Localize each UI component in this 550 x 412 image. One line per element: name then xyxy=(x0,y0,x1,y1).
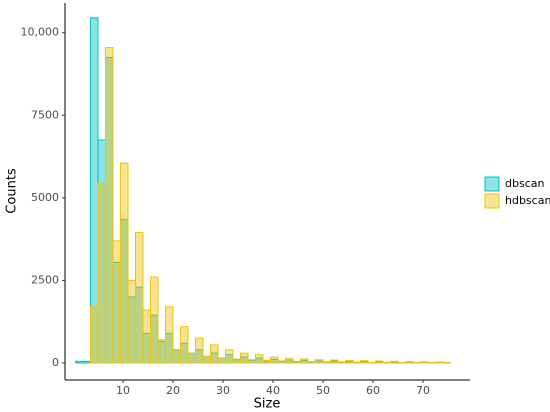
bar xyxy=(292,360,301,364)
bar xyxy=(195,337,204,364)
bar xyxy=(150,276,159,364)
bar xyxy=(375,360,384,364)
bar xyxy=(135,232,144,364)
x-tick-label: 50 xyxy=(316,384,330,397)
y-tick-label: 10,000 xyxy=(21,26,60,39)
bar xyxy=(157,339,166,364)
bar xyxy=(172,349,181,364)
legend-label: hdbscan xyxy=(505,194,550,207)
bar xyxy=(127,279,136,364)
bar xyxy=(120,162,129,364)
bar xyxy=(82,360,91,364)
legend-key xyxy=(484,193,500,209)
bar xyxy=(390,360,399,364)
bar xyxy=(322,361,331,364)
bar xyxy=(75,360,84,364)
bar xyxy=(382,361,391,364)
x-tick-label: 10 xyxy=(116,384,130,397)
bar xyxy=(180,326,189,364)
bar xyxy=(345,359,354,364)
bar xyxy=(240,352,249,364)
bar xyxy=(337,361,346,364)
bar xyxy=(277,360,286,364)
bar xyxy=(360,360,369,364)
bar xyxy=(352,361,361,364)
bar xyxy=(232,358,241,364)
bar xyxy=(247,359,256,364)
y-tick-label: 2500 xyxy=(31,273,59,286)
bar xyxy=(405,361,414,364)
bar xyxy=(165,306,174,364)
legend-key xyxy=(484,176,500,192)
bar xyxy=(90,306,99,364)
bar xyxy=(435,361,444,364)
bar xyxy=(202,355,211,364)
bar xyxy=(112,240,121,364)
bar xyxy=(142,309,151,364)
bar xyxy=(97,182,106,364)
y-tick-label: 0 xyxy=(52,356,59,369)
bar xyxy=(262,359,271,364)
bar xyxy=(420,361,429,364)
bar xyxy=(300,358,309,364)
bar xyxy=(210,344,219,364)
legend-label: dbscan xyxy=(505,177,544,190)
bar xyxy=(217,357,226,364)
x-tick-label: 20 xyxy=(166,384,180,397)
x-tick-label: 40 xyxy=(266,384,280,397)
bar xyxy=(315,359,324,364)
x-axis-title: Size xyxy=(254,397,281,412)
y-tick-label: 5000 xyxy=(31,191,59,204)
bar xyxy=(105,47,114,364)
bar xyxy=(187,352,196,364)
bar xyxy=(367,361,376,364)
x-tick-label: 30 xyxy=(216,384,230,397)
x-tick-label: 60 xyxy=(366,384,380,397)
bar xyxy=(270,356,279,364)
bar xyxy=(307,361,316,364)
bar xyxy=(330,359,339,364)
bar xyxy=(285,357,294,364)
y-tick-label: 7500 xyxy=(31,108,59,121)
bar xyxy=(225,349,234,364)
x-tick-label: 70 xyxy=(416,384,430,397)
y-axis-title: Counts xyxy=(5,168,20,214)
bar xyxy=(255,354,264,364)
